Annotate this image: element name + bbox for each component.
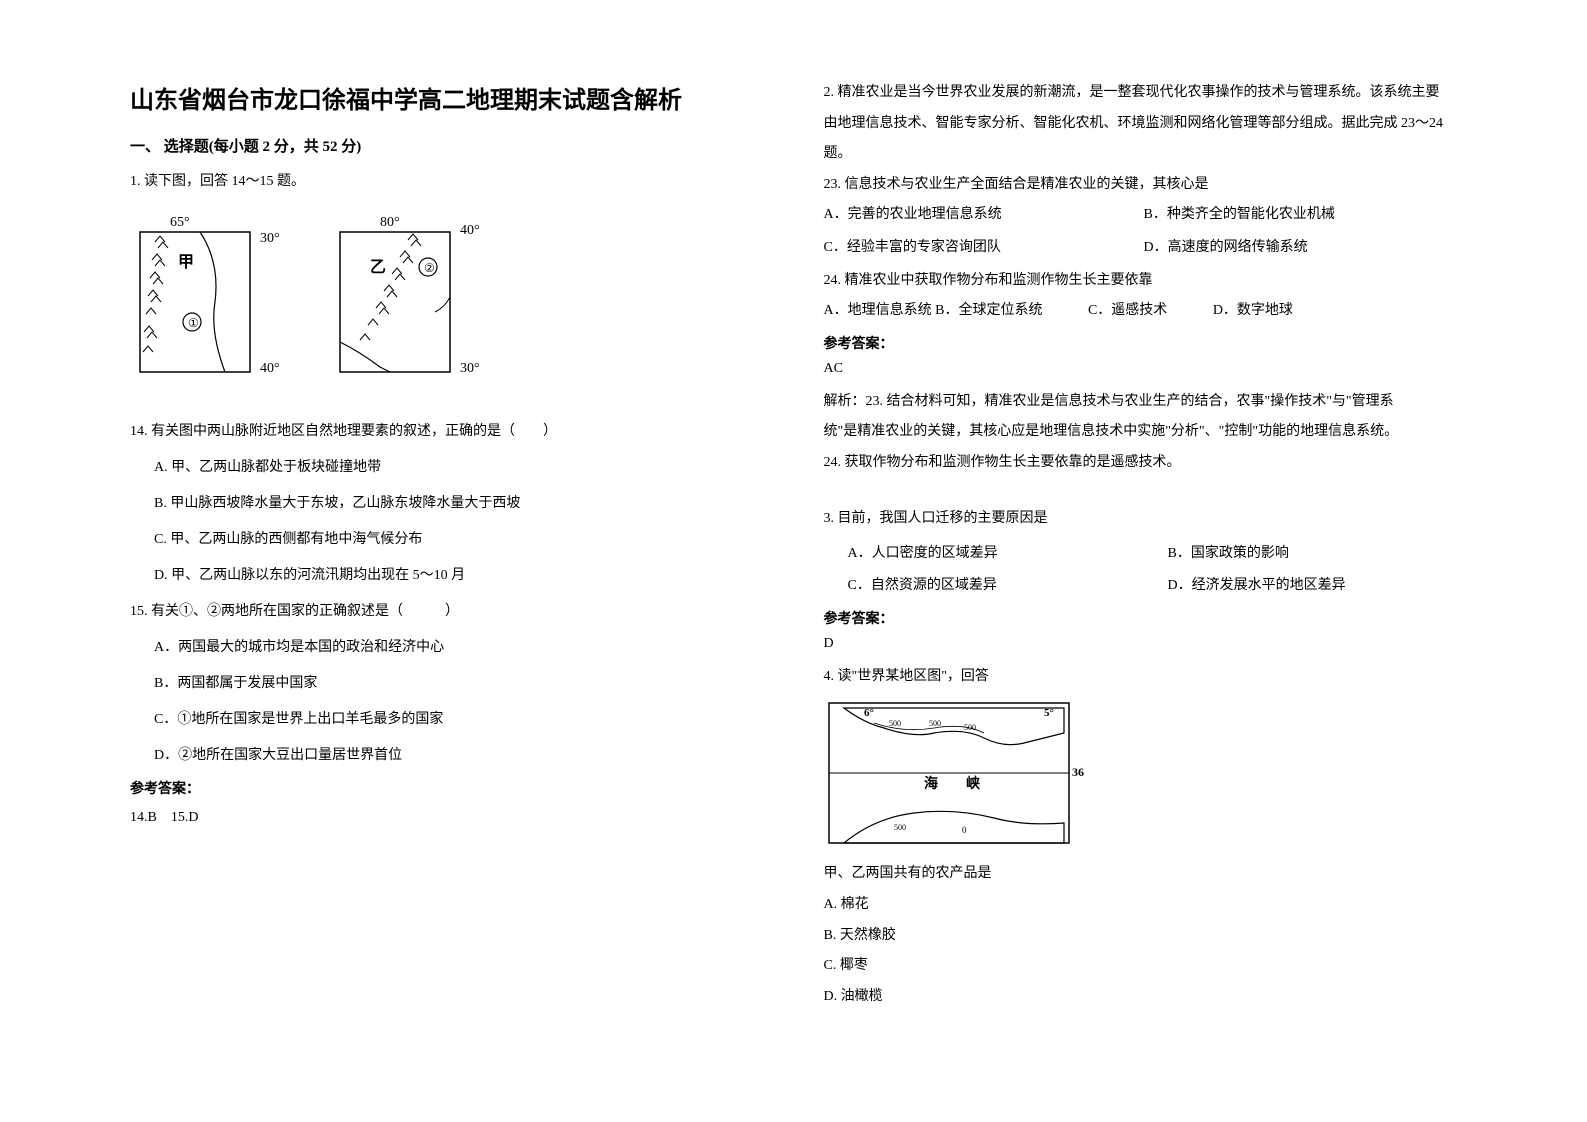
right-column: 2. 精准农业是当今世界农业发展的新潮流，是一整套现代化农事操作的技术与管理系统…	[794, 80, 1488, 1082]
q4-opt-c: C. 椰枣	[824, 953, 1458, 980]
map-right-lon: 80°	[380, 215, 400, 230]
q2-explain-3: 24. 获取作物分布和监测作物生长主要依靠的是遥感技术。	[824, 450, 1458, 477]
q2-explain-1: 解析：23. 结合材料可知，精准农业是信息技术与农业生产的结合，农事"操作技术"…	[824, 389, 1458, 416]
page-title: 山东省烟台市龙口徐福中学高二地理期末试题含解析	[130, 80, 764, 115]
q24-opt-c: C．遥感技术	[1088, 303, 1167, 318]
section-header: 一、 选择题(每小题 2 分，共 52 分)	[130, 135, 764, 156]
q2-stem-1: 2. 精准农业是当今世界农业发展的新潮流，是一整套现代化农事操作的技术与管理系统…	[824, 80, 1458, 107]
q15-stem: 15. 有关①、②两地所在国家的正确叙述是（ ）	[130, 598, 764, 626]
map-left-lat-top: 30°	[260, 231, 280, 246]
q4-opt-d: D. 油橄榄	[824, 984, 1458, 1011]
map-left-name: 甲	[178, 253, 194, 271]
q4-figure: 6° 5° 36° 0 500 500 500 海 峡 500	[824, 698, 1458, 853]
q4-stem: 4. 读"世界某地区图"，回答	[824, 664, 1458, 691]
q3-stem: 3. 目前，我国人口迁移的主要原因是	[824, 505, 1458, 533]
q14-opt-b: B. 甲山脉西坡降水量大于东坡，乙山脉东坡降水量大于西坡	[130, 490, 764, 518]
map-left-svg: 65° 30° 40° 甲 ①	[130, 212, 290, 382]
q4-opt-a: A. 棉花	[824, 892, 1458, 919]
q3-answer: D	[824, 636, 1458, 652]
q4-opt-b: B. 天然橡胶	[824, 923, 1458, 950]
map-right-marker: ②	[424, 261, 435, 275]
map-world-svg: 6° 5° 36° 0 500 500 500 海 峡 500	[824, 698, 1084, 848]
map-left-marker: ①	[188, 316, 199, 330]
q3-answer-label: 参考答案：	[824, 608, 1458, 628]
q1-answer: 14.B 15.D	[130, 806, 764, 826]
q3-row2: C．自然资源的区域差异 D．经济发展水平的地区差异	[824, 573, 1458, 600]
q1-answer-label: 参考答案：	[130, 778, 764, 798]
q23-opt-d: D．高速度的网络传输系统	[1144, 235, 1308, 262]
q2-explain-2: 统"是精准农业的关键，其核心应是地理信息技术中实施"分析"、"控制"功能的地理信…	[824, 419, 1458, 446]
q24-opts: A．地理信息系统 B．全球定位系统 C．遥感技术 D．数字地球	[824, 298, 1458, 325]
q15-opt-a: A．两国最大的城市均是本国的政治和经济中心	[130, 634, 764, 662]
q2-stem-3: 题。	[824, 141, 1458, 168]
q15-opt-c: C．①地所在国家是世界上出口羊毛最多的国家	[130, 706, 764, 734]
q15-opt-d: D．②地所在国家大豆出口量居世界首位	[130, 742, 764, 770]
q3-row1: A．人口密度的区域差异 B．国家政策的影响	[824, 541, 1458, 568]
q23-opt-c: C．经验丰富的专家咨询团队	[824, 235, 1144, 262]
svg-text:500: 500	[889, 719, 901, 728]
q3-opt-d: D．经济发展水平的地区差异	[1168, 573, 1346, 600]
map-right-svg: 80° 40° 30° 乙 ②	[330, 212, 490, 382]
q2-answer: AC	[824, 361, 1458, 377]
map-left-lon: 65°	[170, 215, 190, 230]
map4-lon-right: 5°	[1044, 707, 1054, 719]
q24-opt-b: B．全球定位系统	[935, 303, 1042, 318]
q3-opt-b: B．国家政策的影响	[1168, 541, 1289, 568]
q15-opt-b: B．两国都属于发展中国家	[130, 670, 764, 698]
q14-opt-a: A. 甲、乙两山脉都处于板块碰撞地带	[130, 454, 764, 482]
q23-row1: A．完善的农业地理信息系统 B．种类齐全的智能化农业机械	[824, 202, 1458, 229]
map-left-lat-bot: 40°	[260, 361, 280, 376]
q23-stem: 23. 信息技术与农业生产全面结合是精准农业的关键，其核心是	[824, 172, 1458, 199]
left-column: 山东省烟台市龙口徐福中学高二地理期末试题含解析 一、 选择题(每小题 2 分，共…	[100, 80, 794, 1082]
map-right-lat-top: 40°	[460, 223, 480, 238]
q3-opt-c: C．自然资源的区域差异	[848, 573, 1168, 600]
svg-text:500: 500	[894, 823, 906, 832]
q23-opt-b: B．种类齐全的智能化农业机械	[1144, 202, 1335, 229]
q2-stem-2: 由地理信息技术、智能专家分析、智能化农机、环境监测和网络化管理等部分组成。据此完…	[824, 111, 1458, 138]
q24-stem: 24. 精准农业中获取作物分布和监测作物生长主要依靠	[824, 268, 1458, 295]
q1-stem: 1. 读下图，回答 14～15 题。	[130, 168, 764, 196]
map-right-lat-bot: 30°	[460, 361, 480, 376]
q14-opt-c: C. 甲、乙两山脉的西侧都有地中海气候分布	[130, 526, 764, 554]
q23-opt-a: A．完善的农业地理信息系统	[824, 202, 1144, 229]
q2-answer-label: 参考答案：	[824, 333, 1458, 353]
q23-row2: C．经验丰富的专家咨询团队 D．高速度的网络传输系统	[824, 235, 1458, 262]
svg-text:500: 500	[964, 723, 976, 732]
map4-sea: 海 峡	[924, 775, 981, 792]
q3-opt-a: A．人口密度的区域差异	[848, 541, 1168, 568]
map-right-name: 乙	[370, 259, 386, 276]
q14-stem: 14. 有关图中两山脉附近地区自然地理要素的叙述，正确的是（ ）	[130, 418, 764, 446]
map4-lon-left: 6°	[864, 707, 874, 719]
map4-lat: 36°	[1072, 765, 1084, 779]
svg-text:500: 500	[929, 719, 941, 728]
svg-text:0: 0	[962, 825, 967, 835]
q4-sub: 甲、乙两国共有的农产品是	[824, 861, 1458, 888]
q1-figure: 65° 30° 40° 甲 ①	[130, 212, 764, 382]
q14-opt-d: D. 甲、乙两山脉以东的河流汛期均出现在 5～10 月	[130, 562, 764, 590]
q24-opt-a: A．地理信息系统	[824, 303, 932, 318]
q24-opt-d: D．数字地球	[1213, 303, 1293, 318]
